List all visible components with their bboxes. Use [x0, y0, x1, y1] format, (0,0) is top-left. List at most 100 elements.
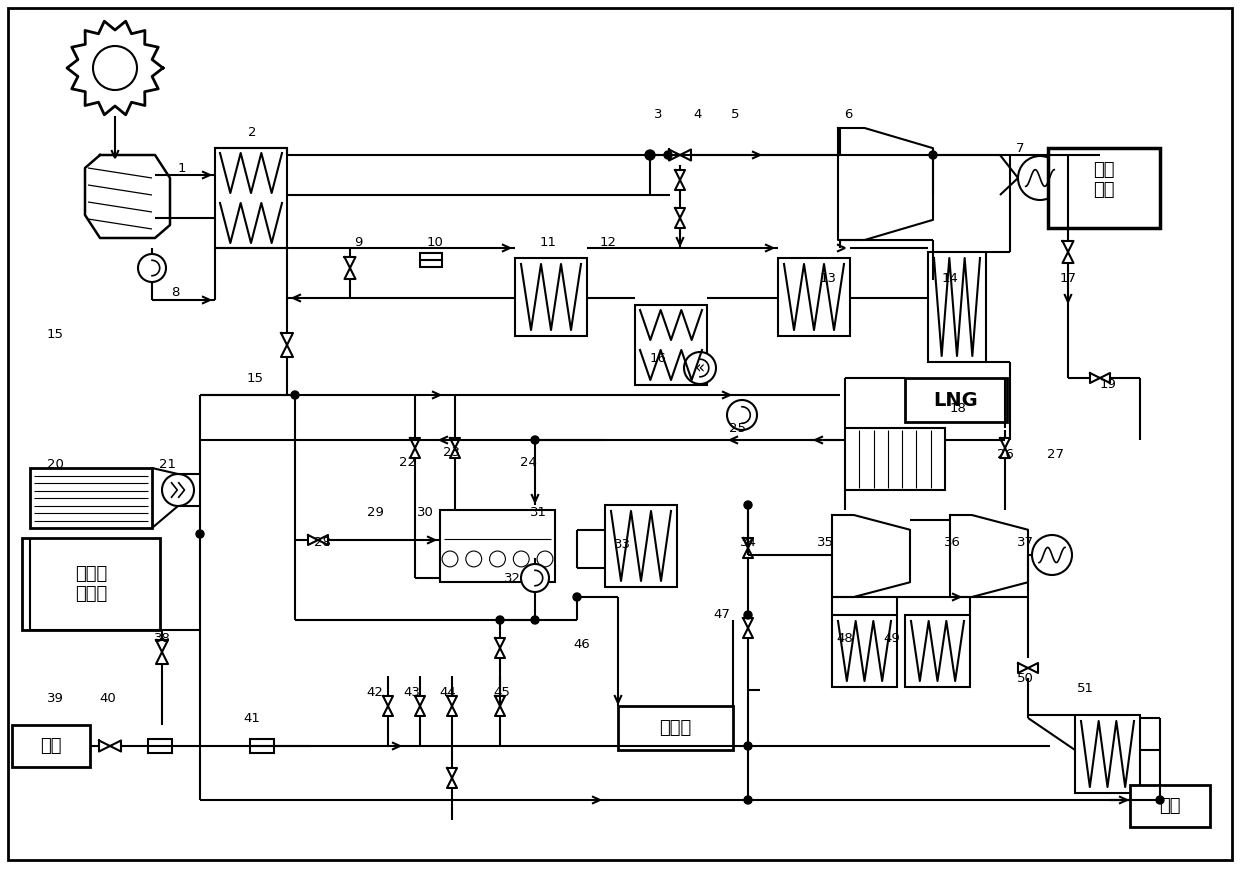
- Text: 淡水冰: 淡水冰: [658, 719, 691, 737]
- Text: «: «: [694, 359, 706, 377]
- Bar: [844, 428, 945, 490]
- Bar: [12, 725, 91, 767]
- Circle shape: [466, 551, 481, 567]
- Text: 19: 19: [1100, 379, 1116, 392]
- Text: LNG: LNG: [934, 390, 978, 409]
- Text: 36: 36: [944, 535, 961, 548]
- Circle shape: [645, 150, 655, 160]
- Bar: [905, 615, 970, 687]
- Text: 工、商
业用冷: 工、商 业用冷: [74, 565, 107, 603]
- Text: 48: 48: [837, 632, 853, 645]
- Text: 15: 15: [47, 328, 63, 342]
- Text: 16: 16: [650, 351, 666, 364]
- Circle shape: [513, 551, 529, 567]
- Text: 10: 10: [427, 235, 444, 249]
- Circle shape: [1018, 156, 1061, 200]
- Circle shape: [521, 564, 549, 592]
- Circle shape: [291, 391, 299, 399]
- Text: 3: 3: [653, 109, 662, 122]
- Text: 17: 17: [1059, 271, 1076, 284]
- Text: 18: 18: [950, 401, 966, 415]
- Text: 30: 30: [417, 506, 434, 519]
- Circle shape: [744, 742, 751, 750]
- Text: 4: 4: [694, 109, 702, 122]
- Text: 26: 26: [997, 448, 1013, 461]
- Text: 海水: 海水: [40, 737, 62, 755]
- Bar: [635, 305, 707, 385]
- Text: 41: 41: [243, 712, 260, 725]
- Bar: [250, 739, 274, 753]
- Text: 43: 43: [403, 686, 420, 699]
- Text: 39: 39: [47, 692, 63, 705]
- Circle shape: [490, 551, 506, 567]
- Bar: [1075, 715, 1140, 793]
- Text: 22: 22: [399, 455, 417, 468]
- Text: 27: 27: [1047, 448, 1064, 461]
- Circle shape: [496, 616, 503, 624]
- Text: 47: 47: [713, 608, 730, 621]
- Circle shape: [727, 400, 756, 430]
- Text: 38: 38: [154, 632, 170, 645]
- Text: 12: 12: [599, 235, 616, 249]
- Text: 33: 33: [614, 539, 630, 552]
- Text: 28: 28: [314, 535, 330, 548]
- Text: 44: 44: [440, 686, 456, 699]
- Text: 35: 35: [816, 535, 833, 548]
- Circle shape: [531, 436, 539, 444]
- Bar: [905, 378, 1007, 422]
- Bar: [618, 706, 733, 750]
- Text: 2: 2: [248, 127, 257, 140]
- Text: 7: 7: [1016, 142, 1024, 155]
- Circle shape: [138, 254, 166, 282]
- Bar: [515, 258, 587, 336]
- Bar: [605, 505, 677, 587]
- Text: 34: 34: [739, 535, 756, 548]
- Circle shape: [573, 593, 582, 601]
- Circle shape: [929, 151, 937, 159]
- Circle shape: [531, 616, 539, 624]
- Circle shape: [196, 530, 205, 538]
- Text: 49: 49: [884, 632, 900, 645]
- Text: 15: 15: [247, 372, 263, 384]
- Text: 23: 23: [444, 446, 460, 459]
- Text: 40: 40: [99, 692, 117, 705]
- Text: 37: 37: [1017, 535, 1033, 548]
- Text: 50: 50: [1017, 672, 1033, 685]
- Bar: [1048, 148, 1159, 228]
- Text: 25: 25: [729, 421, 746, 434]
- Bar: [148, 739, 172, 753]
- Text: 9: 9: [353, 235, 362, 249]
- Text: 液态
出售: 液态 出售: [1094, 161, 1115, 199]
- Text: 用户: 用户: [1159, 797, 1180, 815]
- Text: 13: 13: [820, 271, 837, 284]
- Circle shape: [1032, 535, 1073, 575]
- Circle shape: [537, 551, 553, 567]
- Text: 21: 21: [160, 459, 176, 472]
- Text: 46: 46: [574, 639, 590, 652]
- Circle shape: [744, 796, 751, 804]
- Text: 32: 32: [503, 572, 521, 585]
- Text: 29: 29: [367, 506, 383, 519]
- Circle shape: [744, 611, 751, 619]
- Circle shape: [1156, 796, 1164, 804]
- Text: 51: 51: [1076, 681, 1094, 694]
- Text: 20: 20: [47, 459, 63, 472]
- Text: 6: 6: [843, 109, 852, 122]
- Bar: [420, 253, 441, 267]
- Bar: [215, 148, 286, 248]
- Text: 24: 24: [520, 455, 537, 468]
- Bar: [1130, 785, 1210, 827]
- Text: 45: 45: [494, 686, 511, 699]
- Circle shape: [663, 151, 672, 159]
- Bar: [440, 510, 556, 582]
- Text: 31: 31: [529, 506, 547, 519]
- Circle shape: [443, 551, 458, 567]
- Text: 8: 8: [171, 286, 180, 298]
- Bar: [30, 468, 153, 528]
- Circle shape: [744, 501, 751, 509]
- Circle shape: [162, 474, 193, 506]
- Bar: [928, 252, 986, 362]
- Circle shape: [93, 46, 136, 90]
- Bar: [832, 615, 897, 687]
- Text: 14: 14: [941, 271, 959, 284]
